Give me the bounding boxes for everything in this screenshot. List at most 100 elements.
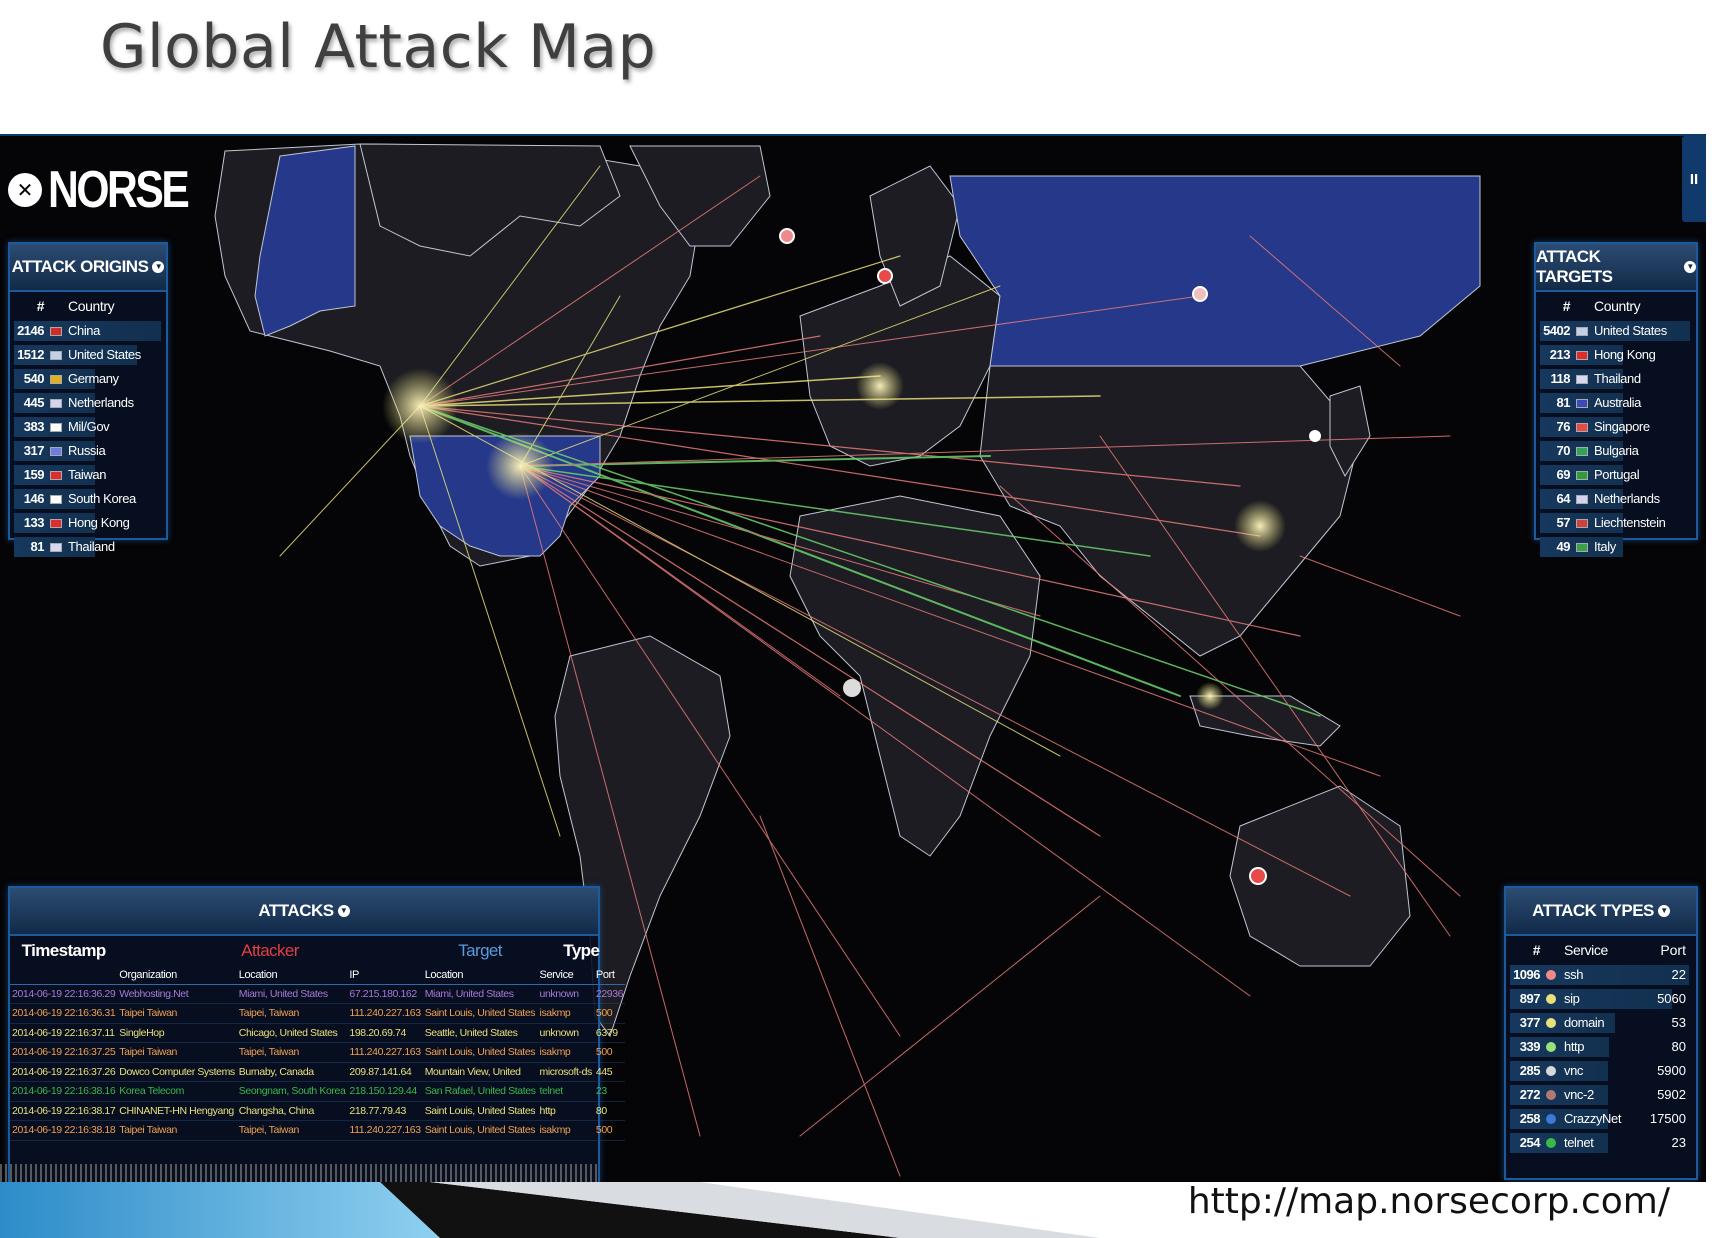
- types-name: ssh: [1564, 967, 1584, 982]
- origins-count: 383: [23, 419, 45, 434]
- attack-target-location: Saint Louis, United States: [422, 1042, 538, 1063]
- origins-name: United States: [68, 347, 141, 362]
- targets-name: Italy: [1594, 539, 1616, 554]
- table-row: 2014-06-19 22:16:37.11 SingleHop Chicago, …: [10, 1023, 626, 1043]
- pause-button[interactable]: II: [1682, 136, 1706, 222]
- attack-targets-header[interactable]: ATTACK TARGETS ▼: [1536, 244, 1696, 292]
- types-column-header: # Service Port: [1506, 936, 1696, 962]
- targets-row: 64 Netherlands: [1536, 486, 1696, 510]
- attack-service: isakmp: [537, 1120, 594, 1141]
- col-service: Service: [1564, 942, 1608, 958]
- flag-icon: [1576, 375, 1588, 384]
- attack-timestamp: 2014-06-19 22:16:36.31: [10, 1003, 118, 1024]
- types-bar: [1510, 1133, 1609, 1153]
- flag-icon: [50, 423, 62, 432]
- attack-origins-header[interactable]: ATTACK ORIGINS ▼: [10, 244, 166, 292]
- targets-column-header: # Country: [1536, 292, 1696, 318]
- attack-organization: CHINANET-HN Hengyang: [117, 1101, 237, 1121]
- chevron-down-icon[interactable]: ▼: [152, 261, 165, 273]
- flag-icon: [1576, 423, 1588, 432]
- origins-name: Thailand: [68, 539, 115, 554]
- attack-timestamp: 2014-06-19 22:16:38.18: [10, 1120, 118, 1141]
- types-bar: [1510, 1109, 1609, 1129]
- flag-icon: [1576, 519, 1588, 528]
- attack-organization: Dowco Computer Systems: [117, 1062, 237, 1082]
- targets-name: Hong Kong: [1594, 347, 1656, 362]
- origins-name: South Korea: [68, 491, 136, 506]
- types-name: http: [1564, 1039, 1585, 1054]
- source-url[interactable]: http://map.norsecorp.com/: [1187, 1181, 1670, 1222]
- col-num: #: [1532, 942, 1541, 958]
- origins-row: 540 Germany: [10, 366, 166, 390]
- origins-name: China: [68, 323, 100, 338]
- types-port: 17500: [1649, 1111, 1686, 1126]
- attack-ip: 111.240.227.163: [347, 1120, 423, 1141]
- origins-count: 159: [23, 467, 45, 482]
- types-name: CrazzyNet: [1564, 1111, 1622, 1126]
- types-port: 5900: [1657, 1063, 1686, 1078]
- types-count: 258: [1519, 1111, 1541, 1126]
- attack-port: 6379: [593, 1023, 626, 1043]
- hub-asia: [1234, 500, 1286, 552]
- service-dot-icon: [1546, 994, 1556, 1004]
- attacks-header[interactable]: ATTACKS ▼: [10, 888, 598, 936]
- attack-timestamp: 2014-06-19 22:16:37.25: [10, 1042, 118, 1063]
- types-list: 1096 ssh 22 897 sip 5060 377 domain 53 339 http 80 2…: [1506, 962, 1696, 1154]
- types-bar: [1510, 965, 1689, 985]
- origins-name: Russia: [68, 443, 106, 458]
- chevron-down-icon[interactable]: ▼: [337, 905, 350, 917]
- attack-service: microsoft-ds: [537, 1062, 594, 1082]
- service-dot-icon: [1546, 970, 1556, 980]
- attack-organization: Korea Telecom: [117, 1081, 237, 1102]
- targets-row: 49 Italy: [1536, 534, 1696, 558]
- flag-icon: [50, 351, 62, 360]
- targets-row: 76 Singapore: [1536, 414, 1696, 438]
- types-bar: [1510, 1085, 1609, 1105]
- flag-icon: [50, 327, 62, 336]
- origins-row: 146 South Korea: [10, 486, 166, 510]
- targets-count: 118: [1550, 371, 1571, 386]
- types-port: 23: [1671, 1135, 1686, 1150]
- timeline-ticks: [0, 1164, 600, 1182]
- head-type: Type: [563, 941, 600, 960]
- targets-count: 213: [1549, 347, 1571, 362]
- node-red-scandinavia: [877, 268, 893, 284]
- hub-eu: [856, 362, 904, 410]
- attack-origins-panel: ATTACK ORIGINS ▼ # Country 2146 China 1512…: [8, 242, 168, 557]
- types-port: 5902: [1657, 1087, 1686, 1102]
- types-port: 80: [1671, 1039, 1686, 1054]
- col-country: Country: [68, 298, 115, 314]
- chevron-down-icon[interactable]: ▼: [1657, 905, 1670, 917]
- attack-ip: 218.77.79.43: [347, 1101, 423, 1121]
- types-port: 5060: [1657, 991, 1686, 1006]
- origins-row: 1512 United States: [10, 342, 166, 366]
- table-row: 2014-06-19 22:16:38.18 Taipei Taiwan Taipe…: [10, 1120, 626, 1141]
- origins-count: 81: [30, 539, 45, 554]
- attack-port: 80: [593, 1101, 626, 1121]
- attacks-table-body: 2014-06-19 22:16:36.29 Webhosting.Net Miam…: [10, 984, 626, 1141]
- origins-count: 133: [23, 515, 45, 530]
- attack-types-header[interactable]: ATTACK TYPES ▼: [1506, 888, 1696, 936]
- attack-timestamp: 2014-06-19 22:16:38.17: [10, 1101, 118, 1121]
- flag-icon: [1576, 471, 1588, 480]
- types-row: 339 http 80: [1506, 1034, 1696, 1058]
- logo-text: NORSE: [48, 161, 190, 219]
- types-count: 285: [1519, 1063, 1541, 1078]
- targets-name: Australia: [1594, 395, 1641, 410]
- targets-name: Thailand: [1594, 371, 1641, 386]
- chevron-down-icon[interactable]: ▼: [1684, 261, 1696, 273]
- attacks-table-subhead: Organization Location IP Location Servic…: [10, 966, 626, 985]
- flag-icon: [1576, 543, 1588, 552]
- attack-location: Taipei, Taiwan: [236, 1042, 348, 1063]
- landmass-scandinavia: [869, 165, 961, 307]
- targets-bar: [1540, 321, 1691, 341]
- col-num: #: [1562, 298, 1571, 314]
- targets-count: 69: [1556, 467, 1571, 482]
- targets-name: Bulgaria: [1594, 443, 1639, 458]
- attack-target-location: Saint Louis, United States: [422, 1120, 538, 1141]
- attack-port: 500: [593, 1003, 626, 1024]
- service-dot-icon: [1546, 1018, 1556, 1028]
- types-bar: [1510, 1037, 1610, 1057]
- targets-name: Netherlands: [1594, 491, 1660, 506]
- types-count: 897: [1519, 991, 1541, 1006]
